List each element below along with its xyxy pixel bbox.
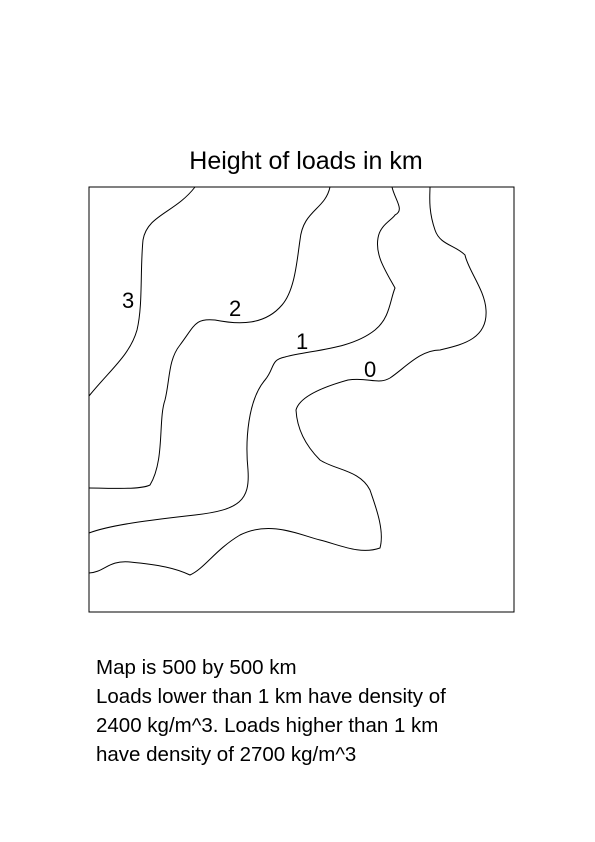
contour-line-2 [88,186,331,489]
note-density-line-3: have density of 2700 kg/m^3 [96,743,357,766]
contour-label-3: 3 [122,288,134,313]
note-map-size: Map is 500 by 500 km [96,656,297,679]
contour-line-3 [88,186,196,397]
note-density-line-1: Loads lower than 1 km have density of [96,685,446,708]
contour-label-1: 1 [296,329,308,354]
contour-label-0: 0 [364,357,376,382]
map-notes: Map is 500 by 500 km Loads lower than 1 … [96,653,566,769]
note-density-line-2: 2400 kg/m^3. Loads higher than 1 km [96,714,439,737]
contour-label-2: 2 [229,296,241,321]
map-frame [88,186,515,613]
contour-line-1 [88,186,400,534]
contour-line-0 [88,186,487,576]
map-title: Height of loads in km [189,147,423,175]
